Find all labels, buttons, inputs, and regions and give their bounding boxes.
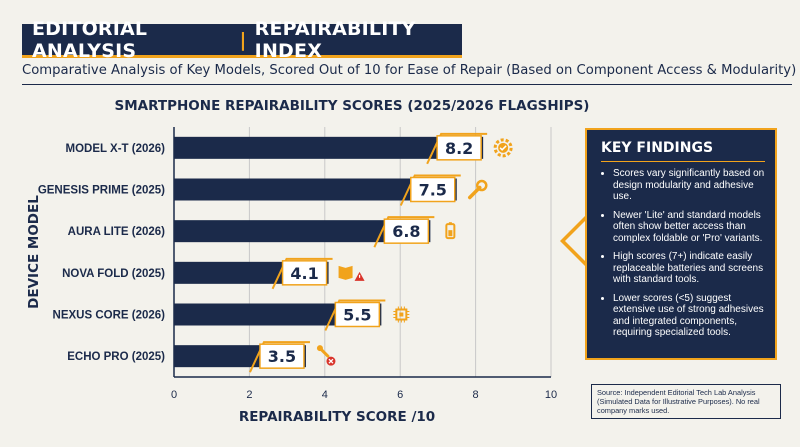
value-callout-accent xyxy=(399,174,461,206)
x-tick-label: 0 xyxy=(171,389,177,401)
x-tick-label: 4 xyxy=(322,389,328,401)
key-findings-title: KEY FINDINGS xyxy=(601,140,765,162)
header-right: REPAIRABILITY INDEX xyxy=(254,17,416,62)
header-left: EDITORIAL ANALYSIS xyxy=(32,17,148,62)
value-label: 4.1 xyxy=(290,264,318,283)
value-callout-accent xyxy=(249,341,310,373)
y-tick-label: GENESIS PRIME (2025) xyxy=(38,185,165,197)
finding-item: Newer 'Lite' and standard models often s… xyxy=(613,210,765,245)
value-label-box xyxy=(410,176,456,203)
screw-x-icon xyxy=(316,345,336,366)
bar xyxy=(174,136,484,159)
finding-item: Scores vary significantly based on desig… xyxy=(613,168,765,203)
x-axis-label: REPAIRABILITY SCORE /10 xyxy=(239,409,435,425)
x-tick-label: 10 xyxy=(545,389,557,401)
y-tick-label: NOVA FOLD (2025) xyxy=(62,268,165,280)
subtitle: Comparative Analysis of Key Models, Scor… xyxy=(22,63,797,78)
wrench-icon xyxy=(468,179,488,200)
bar xyxy=(174,220,431,243)
value-callout-accent xyxy=(426,132,488,165)
x-tick-label: 2 xyxy=(246,389,252,401)
source-note: Source: Independent Editorial Tech Lab A… xyxy=(591,384,781,419)
y-tick-label: ECHO PRO (2025) xyxy=(67,351,165,363)
value-label-box xyxy=(281,260,328,286)
value-callout-accent xyxy=(324,299,386,331)
warning-book-icon xyxy=(338,265,365,281)
subtitle-rule xyxy=(22,84,792,85)
value-label: 7.5 xyxy=(419,181,447,200)
value-label-box xyxy=(383,218,430,244)
value-label-box xyxy=(259,343,305,369)
x-tick-label: 8 xyxy=(473,389,479,401)
header-separator: | xyxy=(239,28,247,51)
key-findings-panel: KEY FINDINGS Scores vary significantly b… xyxy=(585,128,777,360)
y-tick-label: NEXUS CORE (2026) xyxy=(53,310,166,322)
battery-icon xyxy=(445,222,456,240)
value-label-box xyxy=(436,135,482,161)
y-tick-label: AURA LITE (2026) xyxy=(68,226,166,238)
value-label: 3.5 xyxy=(268,347,296,366)
key-findings-list: Scores vary significantly based on desig… xyxy=(601,168,765,339)
y-tick-label: MODEL X-T (2026) xyxy=(66,143,166,155)
value-callout-accent xyxy=(373,216,435,248)
value-callout-accent xyxy=(271,257,333,290)
value-label-box xyxy=(334,301,381,328)
y-axis-label: DEVICE MODEL xyxy=(26,195,42,309)
finding-item: Lower scores (<5) suggest extensive use … xyxy=(613,293,765,339)
value-label: 6.8 xyxy=(392,222,420,241)
gear-check-icon xyxy=(493,138,513,158)
bar xyxy=(174,178,457,201)
value-label: 5.5 xyxy=(343,306,371,325)
finding-item: High scores (7+) indicate easily replace… xyxy=(613,251,765,286)
chart-title: SMARTPHONE REPAIRABILITY SCORES (2025/20… xyxy=(115,98,590,114)
header-band: EDITORIAL ANALYSIS | REPAIRABILITY INDEX xyxy=(22,18,462,62)
findings-pointer-inner xyxy=(565,220,586,262)
x-tick-label: 6 xyxy=(397,389,403,401)
chip-icon xyxy=(393,306,410,323)
value-label: 8.2 xyxy=(445,139,473,158)
